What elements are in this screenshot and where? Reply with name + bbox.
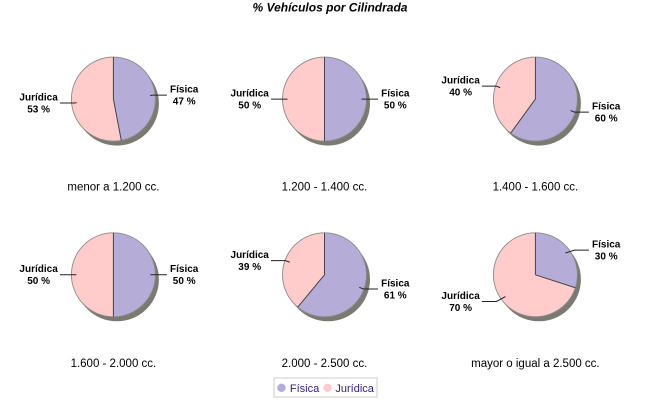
svg-text:53 %: 53 % [27, 104, 50, 115]
svg-text:Jurídica: Jurídica [19, 264, 58, 275]
svg-text:Física: Física [170, 264, 199, 275]
svg-text:47 %: 47 % [173, 97, 196, 108]
svg-text:50 %: 50 % [173, 276, 196, 287]
svg-text:50 %: 50 % [27, 276, 50, 287]
svg-text:40 %: 40 % [449, 88, 472, 99]
svg-text:Física: Física [290, 383, 320, 395]
svg-text:30 %: 30 % [595, 252, 618, 263]
svg-text:2.000 - 2.500 cc.: 2.000 - 2.500 cc. [282, 358, 368, 370]
svg-text:70 %: 70 % [449, 303, 472, 314]
svg-text:menor a 1.200 cc.: menor a 1.200 cc. [67, 182, 159, 194]
svg-text:Jurídica: Jurídica [335, 383, 374, 395]
svg-text:1.400 - 1.600 cc.: 1.400 - 1.600 cc. [493, 182, 579, 194]
svg-text:Física: Física [170, 85, 199, 96]
svg-text:Jurídica: Jurídica [231, 250, 270, 261]
svg-text:1.600 - 2.000 cc.: 1.600 - 2.000 cc. [71, 358, 157, 370]
svg-text:Física: Física [381, 278, 410, 289]
svg-text:1.200 - 1.400 cc.: 1.200 - 1.400 cc. [282, 182, 368, 194]
svg-text:Jurídica: Jurídica [19, 92, 58, 103]
svg-text:50 %: 50 % [238, 101, 261, 112]
svg-text:Jurídica: Jurídica [441, 291, 480, 302]
svg-text:Jurídica: Jurídica [231, 89, 270, 100]
svg-text:% Vehículos por Cilindrada: % Vehículos por Cilindrada [253, 0, 408, 14]
svg-text:39 %: 39 % [238, 262, 261, 273]
svg-text:Física: Física [381, 89, 410, 100]
svg-text:Jurídica: Jurídica [441, 76, 480, 87]
svg-text:Física: Física [592, 240, 621, 251]
svg-text:61 %: 61 % [384, 290, 407, 301]
svg-text:60 %: 60 % [595, 113, 618, 124]
svg-text:Física: Física [592, 101, 621, 112]
svg-text:mayor o igual a 2.500 cc.: mayor o igual a 2.500 cc. [471, 358, 600, 370]
svg-text:50 %: 50 % [384, 101, 407, 112]
